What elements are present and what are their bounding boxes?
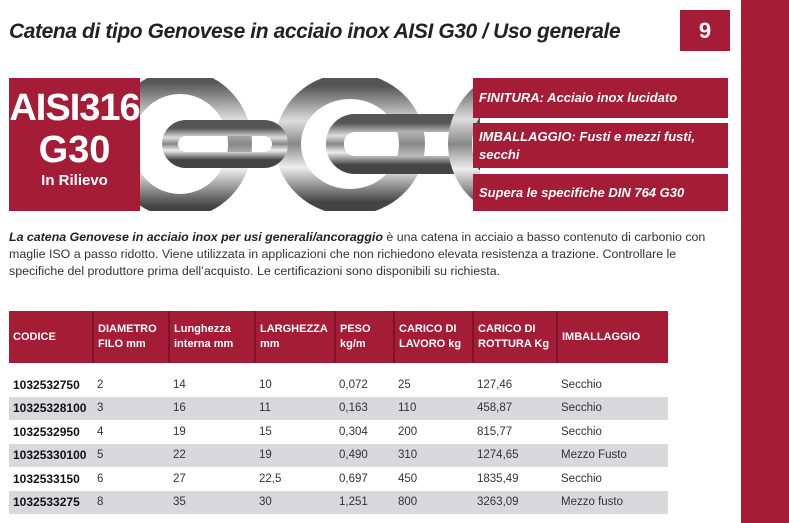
table-cell: 0,490 — [335, 443, 394, 467]
table-cell: 1,251 — [335, 490, 394, 514]
table-cell: Secchio — [561, 425, 602, 438]
table-cell: 815,77 — [477, 425, 513, 438]
description: La catena Genovese in acciaio inox per u… — [9, 229, 719, 280]
table-cell: 458,87 — [473, 396, 557, 420]
col-header: IMBALLAGGIO — [556, 311, 668, 363]
table-cell: 1274,65 — [473, 443, 557, 467]
table-cell: Mezzo Fusto — [557, 443, 668, 467]
table-cell: 0,072 — [339, 378, 368, 391]
table-row: 10325328100 3 16 11 0,163 110 458,87 Secchio — [9, 396, 668, 420]
col-header: CARICO DI LAVORO kg — [393, 311, 473, 363]
product-table: CODICE DIAMETRO FILO mm Lunghezza intern… — [9, 311, 668, 514]
table-row: 1032532750 2 14 10 0,072 25 127,46 Secchio — [9, 373, 668, 397]
table-cell: 0,697 — [339, 472, 368, 485]
table-cell: 25 — [398, 378, 411, 391]
table-cell: 14 — [173, 378, 186, 391]
table-cell: 5 — [93, 443, 169, 467]
table-cell: 1032532950 — [13, 424, 80, 439]
table-cell: 3263,09 — [473, 490, 557, 514]
badge-line3: In Rilievo — [41, 172, 108, 189]
page-number: 9 — [680, 10, 730, 51]
table-cell: 15 — [259, 425, 272, 438]
table-cell: 8 — [93, 490, 169, 514]
feature-finish: FINITURA: Acciaio inox lucidato — [473, 78, 728, 118]
table-cell: 22 — [169, 443, 255, 467]
table-row: 1032532950 4 19 15 0,304 200 815,77 Secchio — [9, 420, 668, 444]
chain-image — [140, 78, 480, 211]
page-title: Catena di tipo Genovese in acciaio inox … — [9, 20, 621, 43]
table-cell: 19 — [255, 443, 335, 467]
table-cell: 1032533150 — [13, 471, 80, 486]
table-cell: 110 — [394, 396, 473, 420]
col-header: Lunghezza interna mm — [168, 311, 255, 363]
table-cell: 10325330100 — [9, 443, 93, 467]
table-cell: 0,304 — [339, 425, 368, 438]
table-row: 1032533150 6 27 22,5 0,697 450 1835,49 Secchio — [9, 467, 668, 491]
table-cell: Secchio — [557, 396, 668, 420]
table-cell: 3 — [93, 396, 169, 420]
feature-packaging: IMBALLAGGIO: Fusti e mezzi fusti, secchi — [473, 123, 728, 168]
badge-line1: AISI316 — [9, 87, 140, 129]
table-cell: Mezzo fusto — [557, 490, 668, 514]
table-cell: Secchio — [561, 472, 602, 485]
table-row: 10325330100 5 22 19 0,490 310 1274,65 Mezzo Fus… — [9, 443, 668, 467]
table-cell: 16 — [169, 396, 255, 420]
table-cell: 0,163 — [335, 396, 394, 420]
table-cell: 127,46 — [477, 378, 513, 391]
table-cell: 11 — [255, 396, 335, 420]
table-cell: 22,5 — [259, 472, 282, 485]
table-cell: 310 — [394, 443, 473, 467]
col-header: DIAMETRO FILO mm — [92, 311, 169, 363]
table-cell: 2 — [97, 378, 104, 391]
feature-spec: Supera le specifiche DIN 764 G30 — [473, 174, 728, 211]
table-cell: 1032533275 — [9, 490, 93, 514]
table-cell: 6 — [97, 472, 104, 485]
description-lead: La catena Genovese in acciaio inox per u… — [9, 230, 383, 244]
side-strip — [741, 0, 789, 523]
table-cell: 35 — [169, 490, 255, 514]
badge-line2: G30 — [38, 129, 111, 171]
table-cell: Secchio — [561, 378, 602, 391]
col-header: CODICE — [9, 311, 93, 363]
col-header: CARICO DI ROTTURA Kg — [472, 311, 557, 363]
col-header: LARGHEZZA mm — [254, 311, 335, 363]
table-row: 1032533275 8 35 30 1,251 800 3263,09 Mezzo fust… — [9, 490, 668, 514]
table-cell: 200 — [398, 425, 418, 438]
table-cell: 10325328100 — [9, 396, 93, 420]
description-body: è una catena in acciaio a basso contenut… — [9, 230, 706, 278]
table-cell: 19 — [173, 425, 186, 438]
table-cell: 27 — [173, 472, 186, 485]
table-cell: 30 — [255, 490, 335, 514]
table-cell: 450 — [398, 472, 418, 485]
grade-badge: AISI316 G30 In Rilievo — [9, 78, 141, 211]
col-header: PESO kg/m — [334, 311, 394, 363]
table-cell: 10 — [259, 378, 272, 391]
table-cell: 800 — [394, 490, 473, 514]
table-cell: 1032532750 — [13, 377, 80, 392]
table-cell: 4 — [97, 425, 104, 438]
table-cell: 1835,49 — [477, 472, 519, 485]
